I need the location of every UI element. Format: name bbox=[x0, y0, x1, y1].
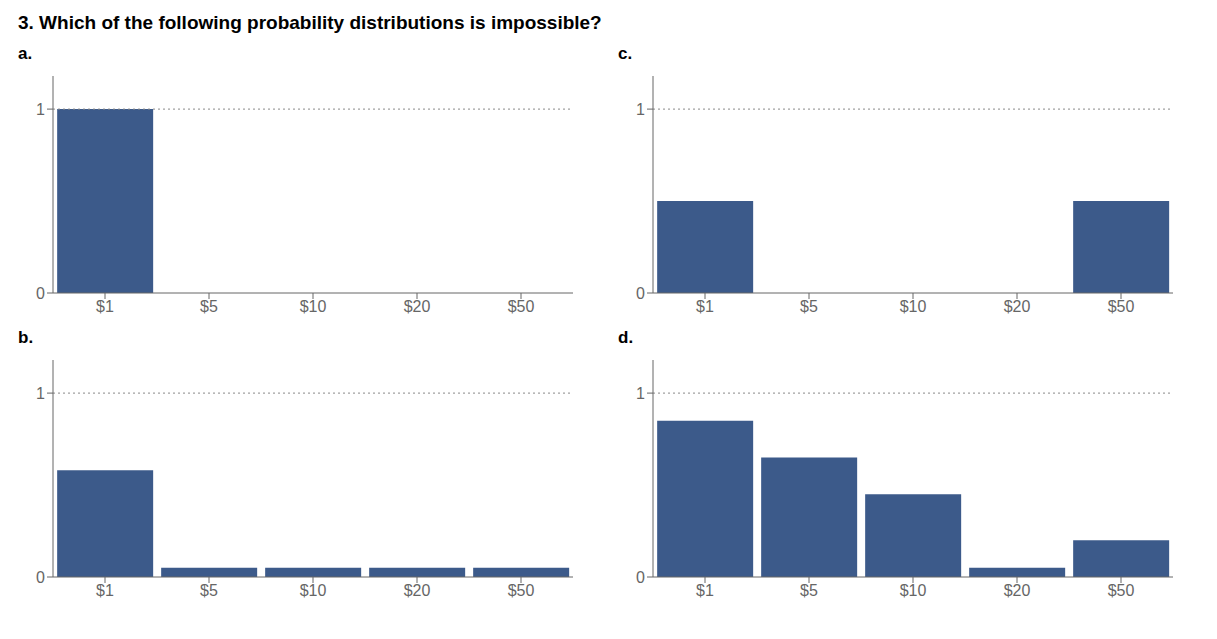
html-text:d.: d. bbox=[618, 328, 634, 347]
svg-text:$5: $5 bbox=[200, 582, 218, 599]
svg-text:$50: $50 bbox=[1108, 582, 1135, 599]
svg-text:$10: $10 bbox=[300, 298, 327, 315]
svg-text:0: 0 bbox=[636, 569, 645, 586]
svg-text:$20: $20 bbox=[404, 298, 431, 315]
svg-text:$1: $1 bbox=[96, 582, 114, 599]
svg-text:$10: $10 bbox=[900, 298, 927, 315]
svg-text:1: 1 bbox=[36, 385, 45, 402]
html-text:c.: c. bbox=[618, 44, 633, 63]
svg-text:$20: $20 bbox=[1004, 582, 1031, 599]
svg-text:$1: $1 bbox=[96, 298, 114, 315]
svg-text:1: 1 bbox=[636, 385, 645, 402]
svg-text:$10: $10 bbox=[900, 582, 927, 599]
html-text:b.: b. bbox=[18, 328, 34, 347]
svg-text:$5: $5 bbox=[800, 582, 818, 599]
svg-text:0: 0 bbox=[36, 569, 45, 586]
svg-text:$50: $50 bbox=[508, 582, 535, 599]
svg-text:$20: $20 bbox=[1004, 298, 1031, 315]
svg-text:1: 1 bbox=[636, 101, 645, 118]
svg-text:$50: $50 bbox=[508, 298, 535, 315]
svg-text:0: 0 bbox=[636, 285, 645, 302]
svg-text:$10: $10 bbox=[300, 582, 327, 599]
html-text:3. Which of the following prob: 3. Which of the following probability di… bbox=[18, 12, 602, 33]
svg-text:$5: $5 bbox=[800, 298, 818, 315]
svg-text:$1: $1 bbox=[696, 298, 714, 315]
svg-text:$50: $50 bbox=[1108, 298, 1135, 315]
svg-text:1: 1 bbox=[36, 101, 45, 118]
html-text:a.: a. bbox=[18, 44, 33, 63]
svg-text:$5: $5 bbox=[200, 298, 218, 315]
svg-text:0: 0 bbox=[36, 285, 45, 302]
svg-text:$1: $1 bbox=[696, 582, 714, 599]
svg-text:$20: $20 bbox=[404, 582, 431, 599]
